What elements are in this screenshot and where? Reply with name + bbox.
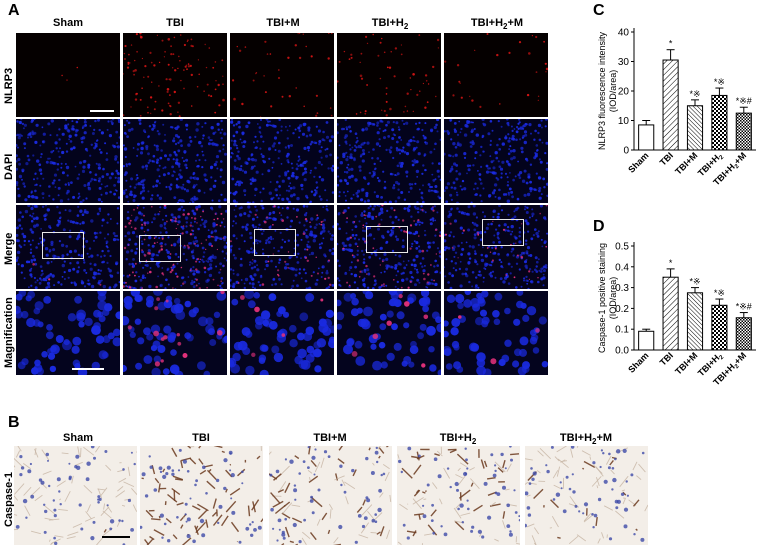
roi-box xyxy=(139,235,181,262)
ihc-header-tbi-h2: TBI+H2 xyxy=(439,432,477,447)
micrograph-merge-tbi xyxy=(123,205,227,289)
ihc-image-tbi-h2 xyxy=(397,446,520,545)
bar-tbi-h2-m xyxy=(735,317,752,351)
micrograph-nlrp3-tbi-h2-m xyxy=(444,33,548,117)
micrograph-merge-tbi-h2-m xyxy=(444,205,548,289)
bar-tbi-m xyxy=(686,292,704,351)
roi-box xyxy=(254,229,296,256)
scale-bar xyxy=(72,368,104,370)
significance-mark: * xyxy=(669,258,673,268)
significance-mark: *※ xyxy=(689,89,700,99)
y-tick-label: 30 xyxy=(618,57,630,68)
x-tick-label: Sham xyxy=(626,150,650,174)
bar-sham xyxy=(638,124,655,151)
x-tick-label: TBI xyxy=(658,150,675,167)
roi-box xyxy=(42,232,84,259)
micrograph-magnification-tbi-m xyxy=(230,291,334,375)
bar-tbi-h2-m xyxy=(735,112,752,151)
micrograph-magnification-sham xyxy=(16,291,120,375)
ihc-header-tbi: TBI xyxy=(192,432,210,444)
y-tick-label: 0.3 xyxy=(615,283,629,294)
x-tick-label: TBI+M xyxy=(673,350,699,376)
y-tick-label: 0.1 xyxy=(615,325,629,336)
bar-tbi xyxy=(662,59,679,151)
micrograph-merge-tbi-m xyxy=(230,205,334,289)
ihc-header-sham: Sham xyxy=(63,432,93,444)
micrograph-dapi-tbi-h2-m xyxy=(444,119,548,203)
y-axis-label: Caspase-1 positive staining(IOD/area) xyxy=(597,243,618,353)
col-header-tbi-m: TBI+M xyxy=(266,17,300,29)
ihc-image-tbi-m xyxy=(269,446,392,545)
ihc-image-tbi-h2-m xyxy=(525,446,648,545)
micrograph-nlrp3-tbi-h2 xyxy=(337,33,441,117)
roi-box xyxy=(366,226,408,253)
micrograph-merge-tbi-h2 xyxy=(337,205,441,289)
col-header-tbi: TBI xyxy=(166,17,184,29)
bar-tbi xyxy=(662,276,679,351)
ihc-header-tbi-h2-m: TBI+H2+M xyxy=(559,432,613,447)
scale-bar xyxy=(102,536,130,538)
y-tick-label: 0.2 xyxy=(615,304,629,315)
micrograph-nlrp3-tbi xyxy=(123,33,227,117)
micrograph-dapi-tbi-m xyxy=(230,119,334,203)
bar-sham xyxy=(638,330,655,351)
bar-tbi-h2 xyxy=(711,304,728,351)
panel-label-a: A xyxy=(8,2,20,19)
micrograph-dapi-sham xyxy=(16,119,120,203)
scale-bar xyxy=(90,110,114,112)
significance-mark: *※ xyxy=(714,288,725,298)
micrograph-nlrp3-tbi-m xyxy=(230,33,334,117)
col-header-tbi-h2: TBI+H2 xyxy=(371,17,409,32)
significance-mark: *※# xyxy=(736,96,752,106)
micrograph-dapi-tbi xyxy=(123,119,227,203)
ihc-image-tbi xyxy=(140,446,263,545)
panel-label-d: D xyxy=(593,218,605,235)
y-axis-label: NLRP3 fluorescence intensity(IOD/area) xyxy=(597,31,618,150)
y-tick-label: 0.0 xyxy=(615,346,629,357)
micrograph-magnification-tbi-h2-m xyxy=(444,291,548,375)
ihc-image-sham xyxy=(14,446,137,545)
y-tick-label: 0.4 xyxy=(615,262,629,273)
row-label-merge: Merge xyxy=(3,232,15,265)
row-label-magnification: Magnification xyxy=(3,297,15,368)
micrograph-nlrp3-sham xyxy=(16,33,120,117)
col-header-tbi-h2-m: TBI+H2+M xyxy=(470,17,524,32)
micrograph-merge-sham xyxy=(16,205,120,289)
y-tick-label: 10 xyxy=(618,116,630,127)
y-tick-label: 0.5 xyxy=(615,242,629,253)
ihc-header-tbi-m: TBI+M xyxy=(313,432,347,444)
bar-tbi-h2 xyxy=(711,94,728,151)
x-tick-label: TBI+M xyxy=(673,150,699,176)
y-tick-label: 20 xyxy=(618,87,630,98)
row-label-nlrp3: NLRP3 xyxy=(3,67,15,104)
micrograph-magnification-tbi-h2 xyxy=(337,291,441,375)
roi-box xyxy=(482,219,524,246)
significance-mark: *※# xyxy=(736,302,752,312)
x-tick-label: Sham xyxy=(626,350,650,374)
significance-mark: *※ xyxy=(714,77,725,87)
micrograph-magnification-tbi xyxy=(123,291,227,375)
y-tick-label: 40 xyxy=(618,28,630,39)
y-tick-label: 0 xyxy=(623,146,629,157)
bar-tbi-m xyxy=(686,105,704,151)
fluorescence-image-grid xyxy=(16,33,553,375)
panel-label-c: C xyxy=(593,2,605,19)
ihc-image-row xyxy=(14,446,648,545)
significance-mark: *※ xyxy=(689,277,700,287)
micrograph-dapi-tbi-h2 xyxy=(337,119,441,203)
col-header-sham: Sham xyxy=(53,17,83,29)
significance-mark: * xyxy=(669,39,673,49)
x-tick-label: TBI xyxy=(658,350,675,367)
panel-label-b: B xyxy=(8,414,20,431)
row-label-dapi: DAPI xyxy=(3,153,15,180)
